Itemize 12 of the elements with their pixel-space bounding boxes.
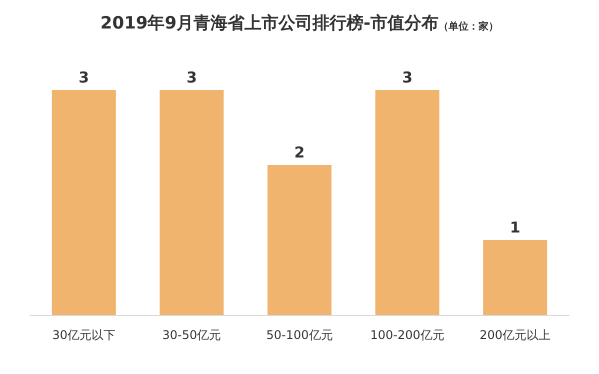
x-tick-label: 30亿元以下: [52, 328, 116, 342]
x-tick-label: 50-100亿元: [266, 328, 333, 342]
x-tick-label: 100-200亿元: [370, 328, 444, 342]
data-label: 3: [186, 68, 197, 86]
data-label: 3: [402, 68, 413, 86]
data-label: 3: [78, 68, 90, 86]
data-label: 1: [510, 218, 520, 236]
x-tick-label: 30-50亿元: [162, 328, 222, 342]
chart-subtitle: （单位：家）: [438, 20, 499, 32]
x-tick-label: 200亿元以上: [480, 328, 551, 342]
data-label: 2: [294, 144, 305, 162]
chart-title: 2019年9月青海省上市公司排行榜-市值分布: [100, 14, 439, 34]
